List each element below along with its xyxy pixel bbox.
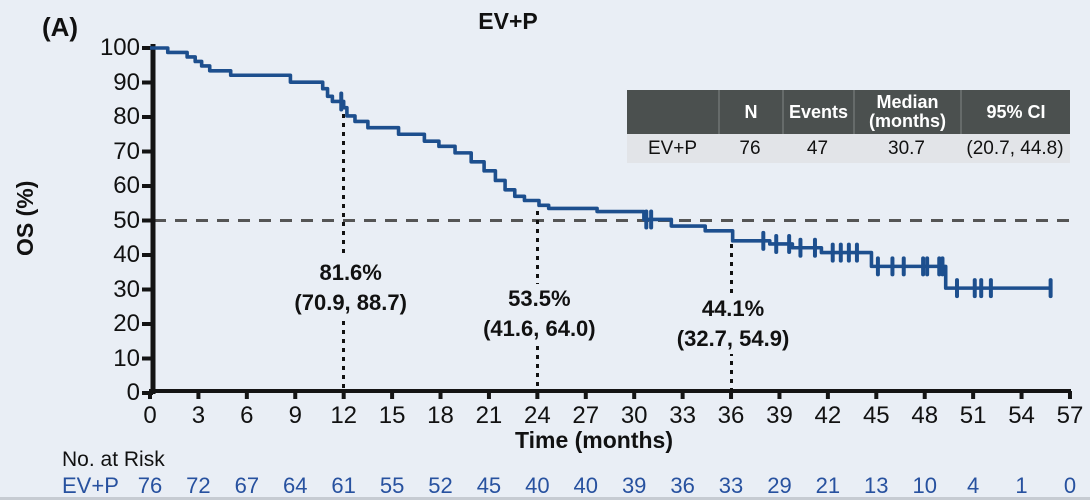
at-risk-value: 67: [234, 473, 260, 498]
landmark-annotation-24mo: 53.5% (41.6, 64.0): [478, 284, 601, 344]
y-tick-label: 20: [113, 310, 140, 337]
landmark-ci: (70.9, 88.7): [294, 290, 407, 315]
summary-header-ci: 95% CI: [960, 90, 1070, 134]
summary-header-events: Events: [782, 90, 853, 134]
summary-cell-group: EV+P: [627, 134, 718, 163]
at-risk-value: 36: [670, 473, 695, 498]
y-axis-title: OS (%): [12, 180, 38, 256]
x-tick-label: 33: [669, 402, 696, 429]
at-risk-value: 45: [476, 473, 502, 498]
x-tick-label: 54: [1008, 402, 1035, 429]
y-tick-label: 80: [113, 103, 140, 130]
landmark-annotation-36mo: 44.1% (32.7, 54.9): [671, 294, 795, 354]
y-tick-label: 10: [113, 344, 140, 372]
x-tick-label: 27: [572, 402, 600, 429]
landmark-annotation-12mo: 81.6% (70.9, 88.7): [289, 258, 412, 318]
x-tick-label: 9: [288, 402, 302, 429]
landmark-value: 81.6%: [319, 260, 382, 285]
summary-header-n: N: [718, 90, 782, 134]
x-tick-label: 45: [862, 402, 890, 429]
x-tick-label: 57: [1056, 402, 1084, 429]
x-tick-label: 24: [524, 402, 551, 429]
x-tick-label: 48: [911, 402, 939, 429]
y-tick-label: 90: [113, 68, 140, 96]
y-tick-label: 60: [113, 172, 140, 199]
x-tick-label: 0: [143, 402, 157, 429]
at-risk-value: 76: [137, 473, 163, 498]
x-tick-label: 18: [427, 402, 454, 429]
median-50pct-dashed-line: [154, 219, 1070, 222]
summary-header-blank: [627, 90, 718, 134]
at-risk-value: 33: [718, 473, 744, 498]
landmark-value: 53.5%: [508, 286, 571, 311]
at-risk-value: 4: [967, 473, 980, 498]
bottom-edge-line: [0, 497, 1090, 500]
landmark-ci: (32.7, 54.9): [676, 326, 790, 351]
x-tick-label: 30: [620, 402, 648, 429]
summary-table: N Events Median (months) 95% CI EV+P 76 …: [627, 90, 1070, 163]
x-tick-label: 3: [191, 402, 206, 429]
x-tick-label: 36: [717, 402, 745, 429]
x-tick-label: 6: [240, 402, 254, 429]
y-tick-label: 100: [99, 34, 140, 61]
at-risk-header: No. at Risk: [62, 448, 165, 471]
at-risk-value: 40: [573, 473, 598, 498]
at-risk-value: 29: [767, 473, 792, 498]
chart-title: EV+P: [478, 8, 538, 34]
at-risk-value: 52: [428, 473, 453, 498]
y-tick-label: 40: [113, 241, 140, 268]
at-risk-group-label: EV+P: [62, 473, 119, 498]
at-risk-value: 40: [525, 473, 550, 498]
summary-cell-events: 47: [782, 134, 853, 163]
summary-cell-median: 30.7: [853, 134, 960, 163]
y-tick-label: 50: [113, 206, 140, 234]
landmark-ci: (41.6, 64.0): [483, 316, 596, 341]
landmark-value: 44.1%: [701, 296, 765, 321]
y-tick-label: 0: [126, 379, 140, 406]
x-tick-label: 12: [330, 402, 358, 429]
y-tick-label: 70: [113, 137, 140, 165]
at-risk-value: 21: [815, 473, 841, 498]
at-risk-value: 64: [283, 473, 308, 498]
x-tick-label: 51: [959, 402, 987, 429]
summary-header-median: Median (months): [853, 90, 960, 134]
panel-label: (A): [42, 12, 79, 42]
x-axis-title: Time (months): [514, 427, 674, 453]
at-risk-value: 10: [912, 473, 937, 498]
y-tick-label: 30: [113, 275, 140, 303]
summary-cell-ci: (20.7, 44.8): [960, 134, 1070, 163]
at-risk-value: 72: [186, 473, 211, 498]
at-risk-value: 0: [1063, 473, 1077, 498]
landmark-dotted-line: [342, 114, 346, 390]
at-risk-value: 13: [864, 473, 889, 498]
at-risk-value: 55: [379, 473, 405, 498]
x-tick-label: 15: [378, 402, 406, 429]
at-risk-value: 61: [331, 473, 356, 498]
x-tick-label: 21: [475, 402, 503, 429]
x-tick-label: 42: [814, 402, 842, 429]
at-risk-value: 1: [1015, 473, 1028, 498]
at-risk-value: 39: [621, 473, 647, 498]
summary-cell-n: 76: [718, 134, 782, 163]
x-tick-label: 39: [766, 402, 793, 429]
